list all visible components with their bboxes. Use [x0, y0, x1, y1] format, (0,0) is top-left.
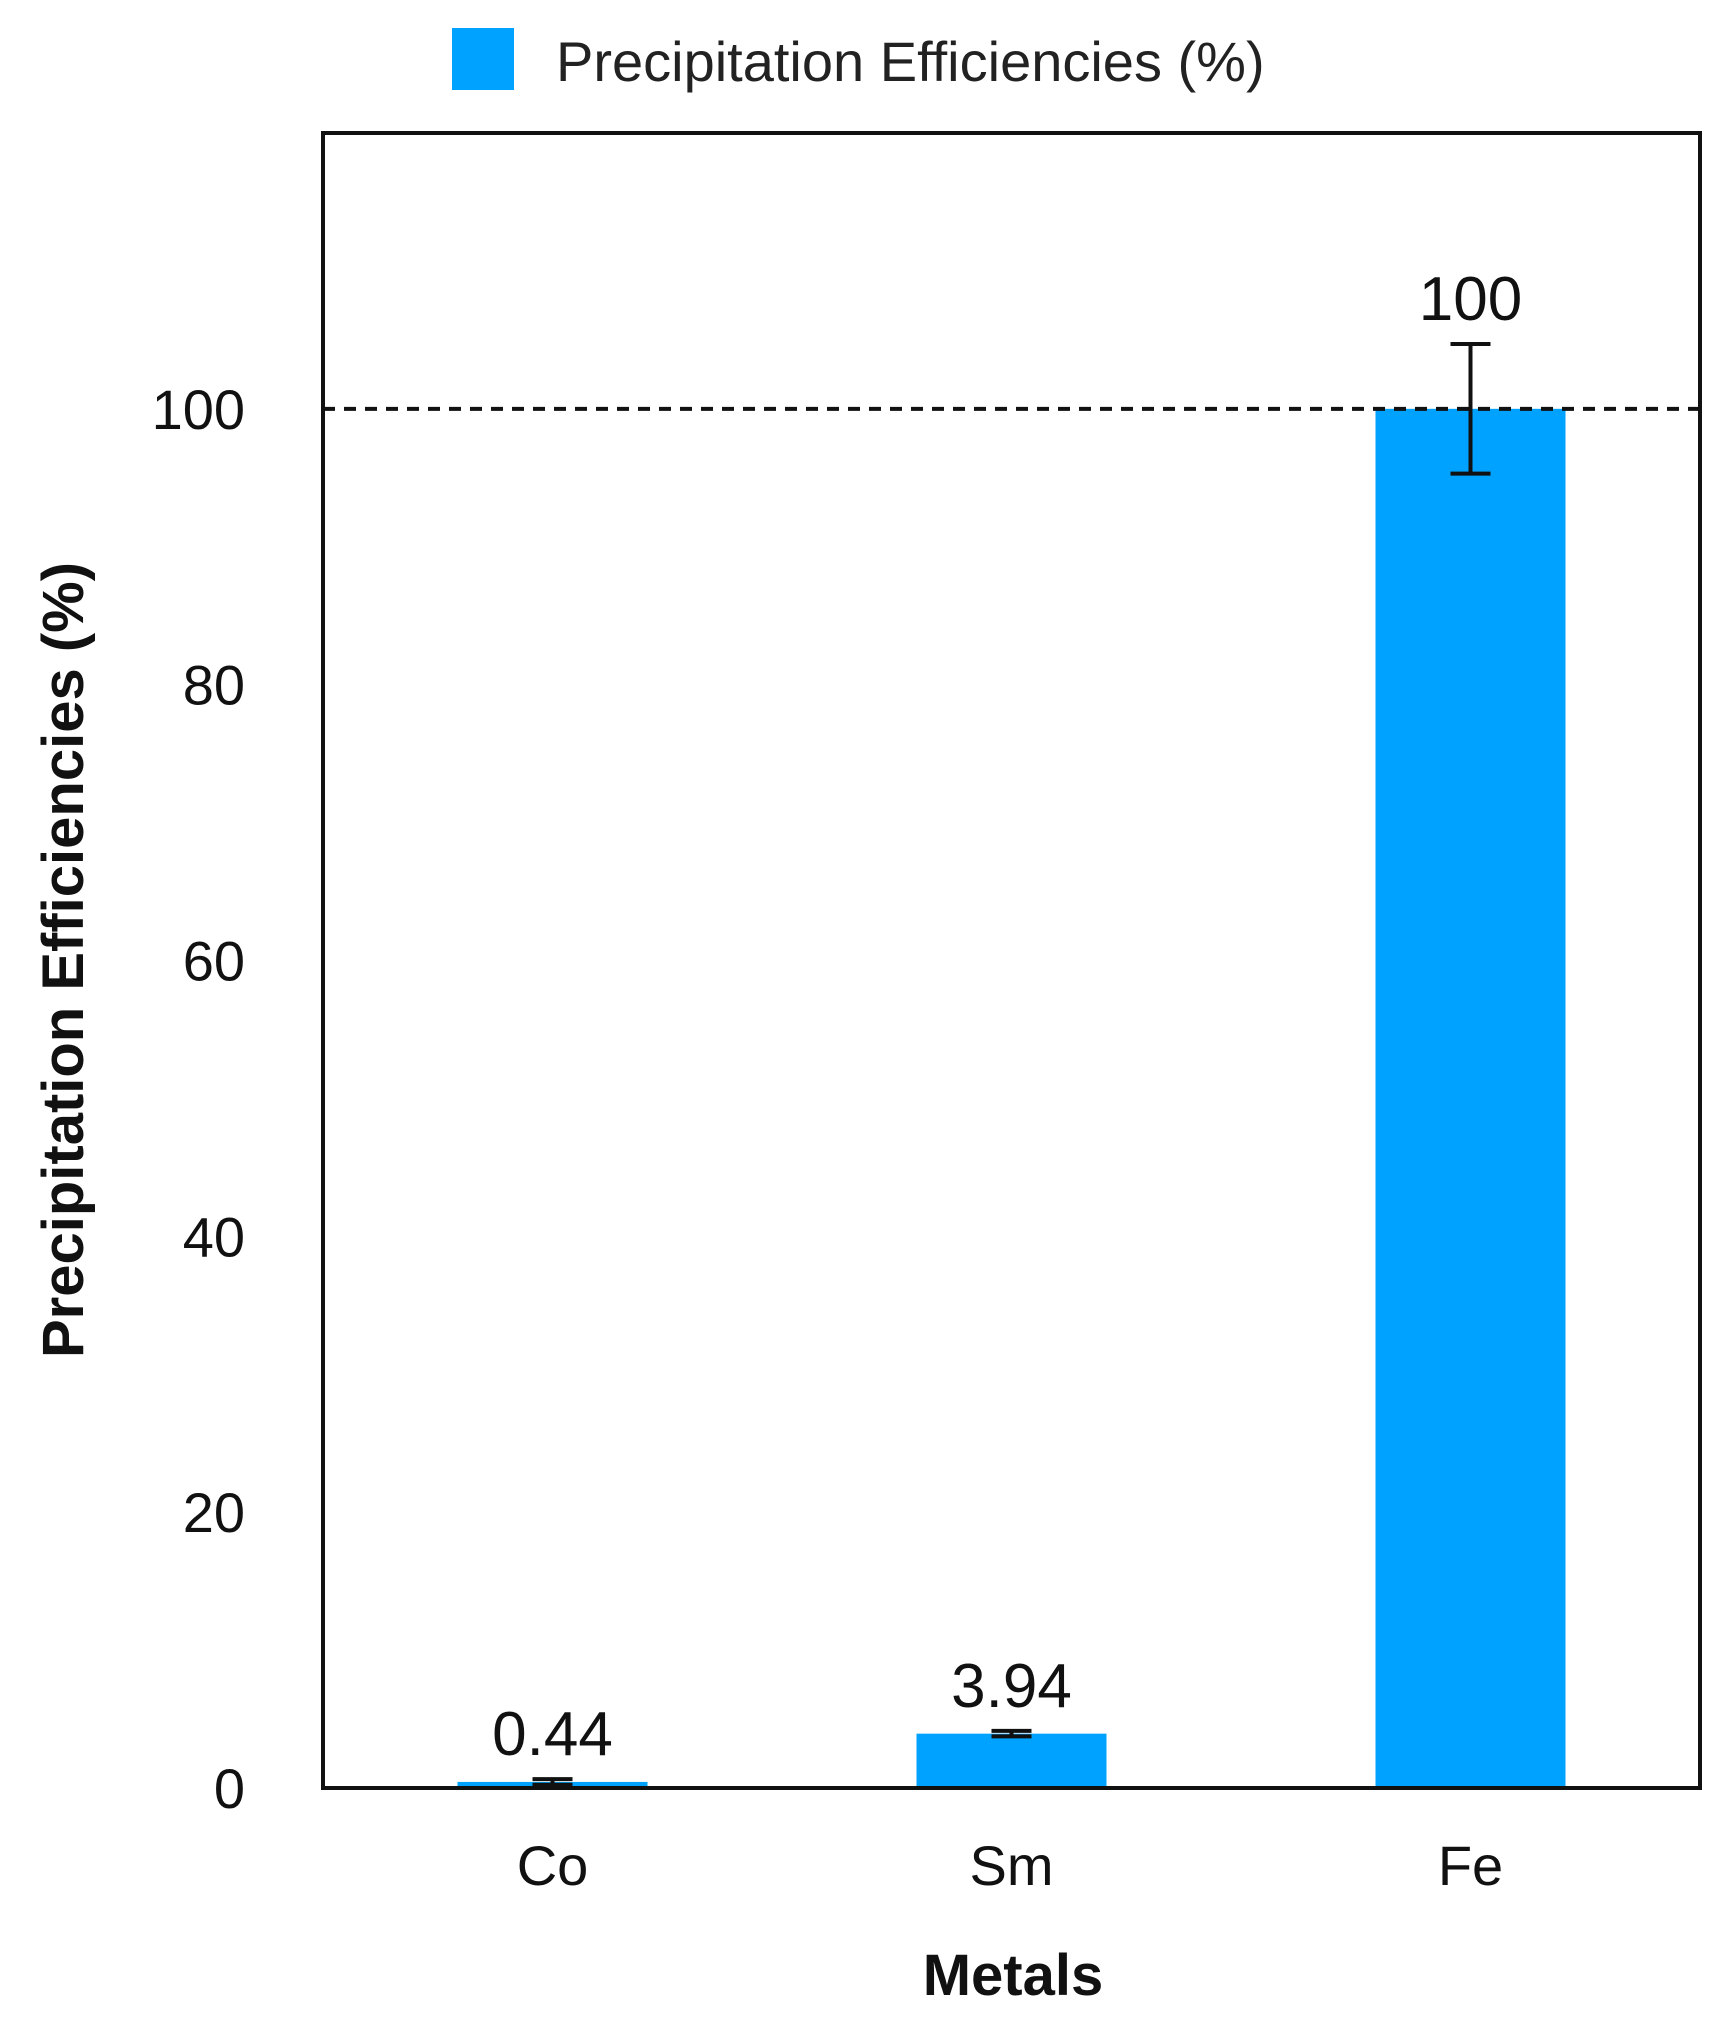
y-tick-label-80: 80: [183, 654, 245, 717]
legend: Precipitation Efficiencies (%): [452, 28, 1265, 93]
bar-sm: [916, 1733, 1107, 1788]
legend-swatch: [452, 28, 514, 90]
y-axis-title: Precipitation Efficiencies (%): [31, 562, 96, 1358]
y-tick-label-100: 100: [152, 378, 245, 441]
x-tick-label-co: Co: [517, 1834, 589, 1897]
data-label-fe: 100: [1419, 265, 1522, 334]
x-tick-label-fe: Fe: [1438, 1834, 1503, 1897]
plot-frame: [321, 131, 1702, 1790]
data-label-co: 0.44: [492, 1700, 613, 1769]
x-axis-title: Metals: [923, 1943, 1104, 2008]
data-label-sm: 3.94: [951, 1652, 1072, 1721]
y-tick-label-20: 20: [183, 1481, 245, 1544]
bar-fe: [1375, 408, 1566, 1788]
plot-area: 0.44 3.94 100 0 20 40 60 80 100 Co Sm Fe: [152, 131, 1702, 1897]
x-tick-label-sm: Sm: [970, 1834, 1054, 1897]
legend-label: Precipitation Efficiencies (%): [556, 30, 1265, 93]
y-tick-label-60: 60: [183, 930, 245, 993]
y-tick-label-0: 0: [214, 1757, 245, 1820]
y-tick-label-40: 40: [183, 1205, 245, 1268]
